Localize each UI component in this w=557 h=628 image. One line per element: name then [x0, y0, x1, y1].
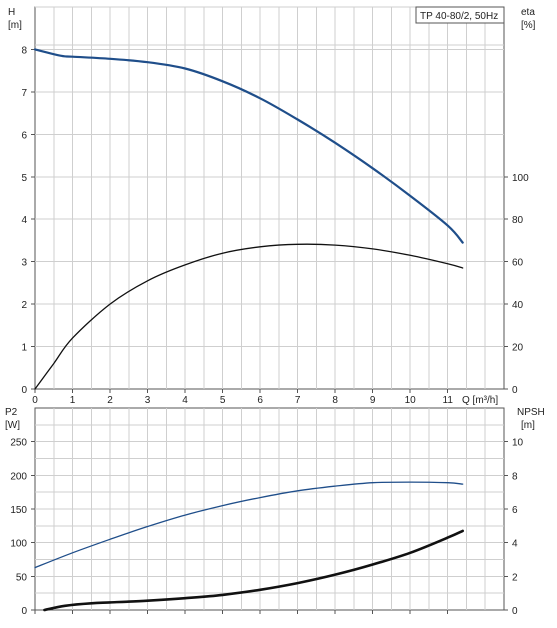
y-tick-label: 8: [21, 45, 27, 56]
x-tick-label: 10: [405, 395, 417, 406]
legend-box: [415, 6, 505, 24]
y-tick-label: 0: [21, 606, 27, 617]
y-tick-label: 5: [21, 173, 27, 184]
y2-tick-label: 8: [512, 471, 518, 482]
x-tick-label: 7: [295, 395, 301, 406]
y-tick-label: 1: [21, 343, 27, 354]
y2-tick-label: 6: [512, 505, 518, 516]
y2-tick-label: 20: [512, 343, 524, 354]
y2-axis-unit: [m]: [521, 420, 535, 431]
y-tick-label: 2: [21, 300, 27, 311]
x-tick-label: 0: [32, 395, 38, 406]
x-axis-label: Q [m³/h]: [462, 395, 498, 406]
y2-tick-label: 40: [512, 300, 524, 311]
y-axis-label: H: [8, 7, 15, 18]
x-tick-label: 8: [332, 395, 338, 406]
y-axis-label: P2: [5, 407, 18, 418]
y2-tick-label: 100: [512, 173, 529, 184]
y2-tick-label: 0: [512, 606, 518, 617]
x-tick-label: 6: [257, 395, 263, 406]
y-tick-label: 4: [21, 215, 27, 226]
x-tick-label: 11: [443, 395, 454, 406]
y2-tick-label: 60: [512, 258, 524, 269]
x-tick-label: 5: [220, 395, 226, 406]
top-series-1-line: [34, 243, 464, 390]
y-tick-label: 7: [21, 88, 27, 99]
y2-tick-label: 0: [512, 385, 518, 396]
y2-tick-label: 80: [512, 215, 524, 226]
y-axis-unit: [m]: [8, 20, 22, 31]
y-axis-unit: [W]: [5, 420, 20, 431]
y2-tick-label: 4: [512, 539, 518, 550]
x-tick-label: 9: [370, 395, 376, 406]
y-tick-label: 250: [10, 438, 27, 449]
x-tick-label: 2: [107, 395, 113, 406]
bottom-series-1-line: [43, 529, 464, 612]
y-tick-label: 6: [21, 130, 27, 141]
y2-axis-label: NPSH: [517, 407, 545, 418]
y-tick-label: 0: [21, 385, 27, 396]
y2-tick-label: 2: [512, 572, 518, 583]
y-tick-label: 100: [10, 539, 27, 550]
legend-label: TP 40-80/2, 50Hz: [420, 11, 498, 22]
y2-axis-label: eta: [521, 7, 535, 18]
y-tick-label: 3: [21, 258, 27, 269]
y2-tick-label: 10: [512, 438, 524, 449]
y-tick-label: 150: [10, 505, 27, 516]
y-tick-label: 200: [10, 471, 27, 482]
x-tick-label: 3: [145, 395, 151, 406]
bottom-series-0-line: [34, 481, 464, 569]
x-tick-label: 4: [182, 395, 188, 406]
y2-axis-unit: [%]: [521, 20, 536, 31]
plot-frame: [34, 6, 505, 390]
x-tick-label: 1: [70, 395, 76, 406]
top-series-0-line: [33, 48, 464, 244]
y-tick-label: 50: [16, 572, 28, 583]
